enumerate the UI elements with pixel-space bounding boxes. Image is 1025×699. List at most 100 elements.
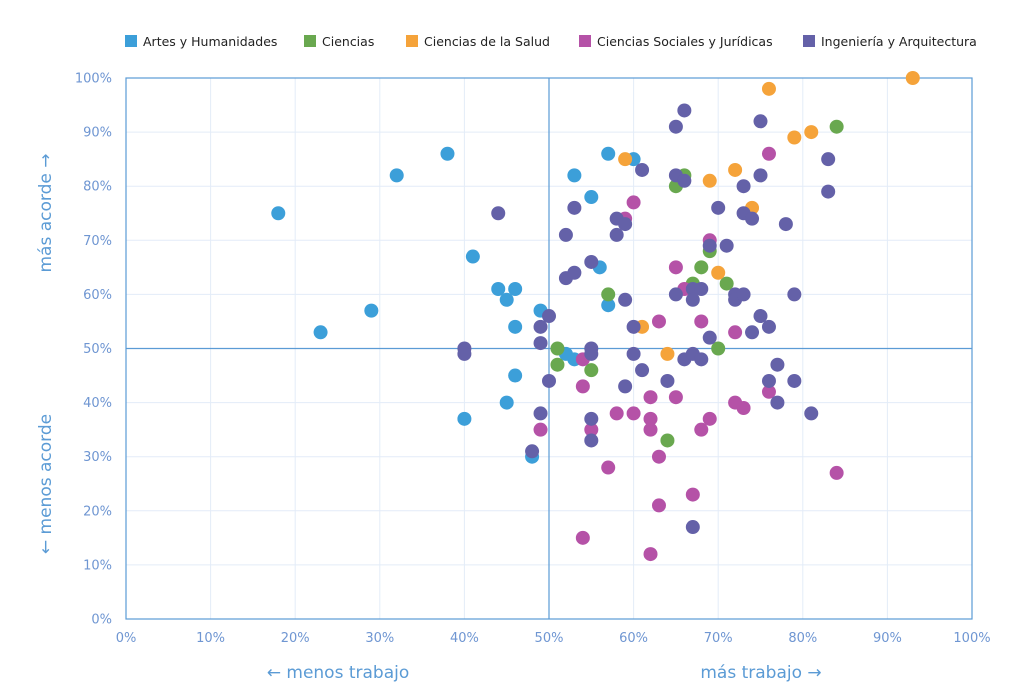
data-point bbox=[465, 249, 480, 264]
plot-border bbox=[125, 77, 973, 620]
data-point bbox=[626, 319, 641, 334]
legend-swatch bbox=[406, 35, 418, 47]
data-point bbox=[584, 363, 599, 378]
legend-label: Ciencias Sociales y Jurídicas bbox=[597, 34, 773, 49]
data-point bbox=[668, 390, 683, 405]
data-point bbox=[745, 211, 760, 226]
data-point bbox=[626, 346, 641, 361]
data-point bbox=[694, 352, 709, 367]
x-axis-ticks: 0% 10% 20% 30% 40% 50% 60% 70% 80% 90% 100% bbox=[116, 631, 991, 646]
x-tick-label: 70% bbox=[704, 631, 733, 646]
y-tick-label: 80% bbox=[83, 180, 112, 195]
data-point bbox=[584, 346, 599, 361]
data-point bbox=[694, 314, 709, 329]
data-point bbox=[694, 422, 709, 437]
data-point bbox=[542, 373, 556, 388]
data-point bbox=[567, 168, 582, 183]
data-point bbox=[787, 287, 802, 302]
data-point bbox=[711, 265, 726, 280]
legend-label: Artes y Humanidades bbox=[143, 34, 277, 49]
data-point bbox=[702, 330, 717, 345]
x-label-right: más trabajo → bbox=[700, 663, 821, 683]
data-point bbox=[694, 281, 709, 296]
legend: Artes y Humanidades Ciencias Ciencias de l… bbox=[125, 34, 977, 49]
legend-swatch bbox=[579, 35, 591, 47]
data-point bbox=[643, 411, 658, 426]
data-point bbox=[778, 217, 793, 232]
data-point bbox=[601, 460, 616, 475]
data-point bbox=[567, 200, 582, 215]
x-tick-label: 20% bbox=[281, 631, 310, 646]
data-point bbox=[787, 130, 802, 145]
data-point bbox=[508, 319, 523, 334]
data-point bbox=[635, 363, 650, 378]
data-point bbox=[668, 260, 683, 275]
data-point bbox=[651, 314, 666, 329]
data-point bbox=[491, 206, 506, 221]
y-tick-label: 20% bbox=[83, 504, 112, 519]
data-point bbox=[702, 173, 717, 188]
data-point bbox=[677, 103, 692, 118]
data-point bbox=[660, 373, 675, 388]
legend-label: Ingeniería y Arquitectura bbox=[821, 34, 977, 49]
data-point bbox=[575, 530, 590, 545]
data-point bbox=[584, 411, 599, 426]
data-point bbox=[821, 184, 836, 199]
x-tick-label: 50% bbox=[535, 631, 564, 646]
data-point bbox=[618, 217, 633, 232]
x-tick-label: 90% bbox=[873, 631, 902, 646]
data-point bbox=[635, 162, 650, 177]
data-point bbox=[736, 287, 751, 302]
data-point bbox=[601, 287, 616, 302]
x-tick-label: 40% bbox=[450, 631, 479, 646]
x-tick-label: 60% bbox=[619, 631, 648, 646]
data-point bbox=[643, 390, 658, 405]
data-point bbox=[660, 346, 675, 361]
data-point bbox=[533, 319, 548, 334]
data-point bbox=[499, 292, 514, 307]
data-point bbox=[804, 406, 819, 421]
data-point bbox=[626, 406, 641, 421]
y-tick-label: 60% bbox=[83, 288, 112, 303]
data-point bbox=[685, 292, 700, 307]
legend-swatch bbox=[125, 35, 137, 47]
legend-swatch bbox=[304, 35, 316, 47]
data-point bbox=[550, 341, 565, 356]
y-tick-label: 70% bbox=[83, 234, 112, 249]
data-point bbox=[651, 498, 666, 513]
data-point bbox=[584, 422, 599, 437]
data-point bbox=[753, 168, 768, 183]
data-point bbox=[753, 114, 768, 129]
data-point bbox=[508, 368, 523, 383]
data-point bbox=[533, 336, 548, 351]
data-point bbox=[711, 200, 726, 215]
x-tick-label: 30% bbox=[365, 631, 394, 646]
data-point bbox=[685, 487, 700, 502]
data-point bbox=[584, 190, 599, 205]
series-group bbox=[457, 103, 836, 535]
plot-frame bbox=[125, 77, 973, 620]
data-point bbox=[719, 276, 734, 291]
y-label-bottom: ← menos acorde bbox=[36, 414, 56, 554]
data-point bbox=[728, 325, 743, 340]
data-point bbox=[745, 325, 760, 340]
data-point bbox=[643, 422, 658, 437]
data-point bbox=[626, 195, 641, 210]
series-group bbox=[271, 146, 641, 464]
data-point bbox=[804, 125, 819, 140]
data-point bbox=[685, 520, 700, 535]
y-tick-label: 90% bbox=[83, 126, 112, 141]
data-point bbox=[694, 260, 709, 275]
data-point bbox=[440, 146, 455, 161]
data-point bbox=[702, 411, 717, 426]
data-point bbox=[829, 465, 844, 480]
data-point bbox=[499, 395, 514, 410]
data-point bbox=[601, 298, 616, 313]
x-tick-label: 100% bbox=[953, 631, 990, 646]
legend-label: Ciencias bbox=[322, 34, 374, 49]
y-axis-ticks: 0% 10% 20% 30% 40% 50% 60% 70% 80% 90% 100% bbox=[75, 72, 112, 628]
legend-swatch bbox=[803, 35, 815, 47]
y-label-top: más acorde → bbox=[36, 154, 56, 273]
x-tick-label: 80% bbox=[788, 631, 817, 646]
data-point bbox=[668, 287, 683, 302]
